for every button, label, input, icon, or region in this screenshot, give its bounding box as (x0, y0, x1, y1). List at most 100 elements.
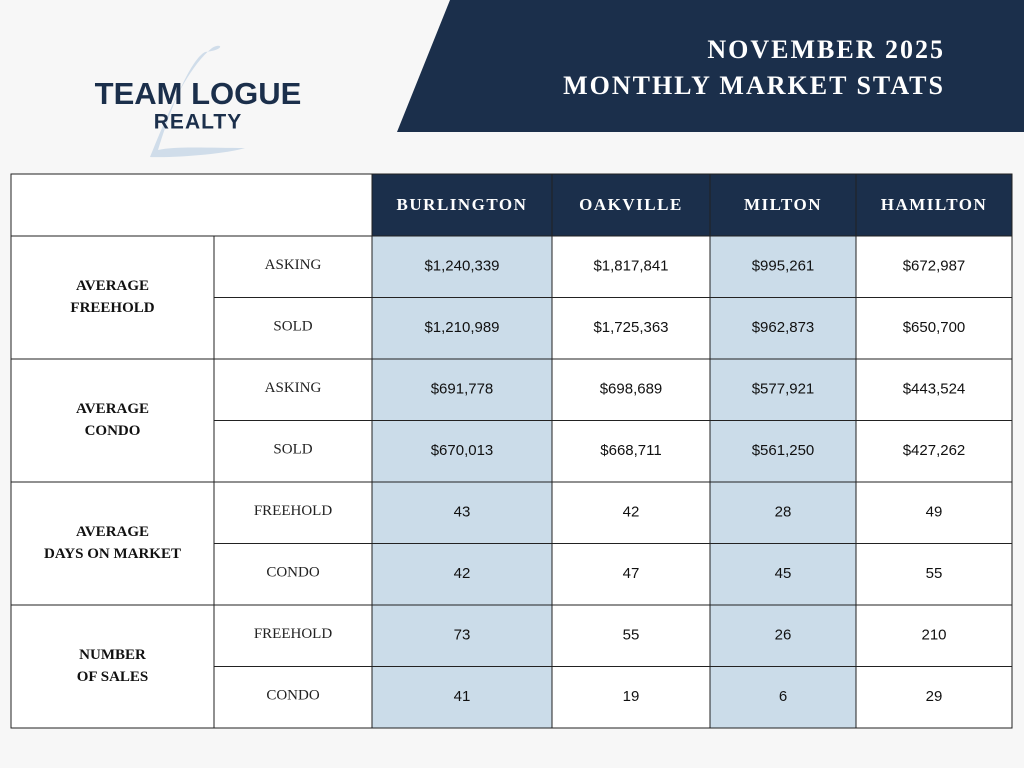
row-label-cell (213, 481, 373, 544)
cell-value: 55 (623, 627, 640, 644)
value-cell (709, 666, 857, 729)
cell-value: 19 (623, 688, 640, 705)
cell-value: $668,711 (600, 442, 661, 459)
cell-value: $698,689 (600, 381, 663, 398)
cell-value: $995,261 (752, 258, 815, 275)
group-label: FREEHOLD (70, 300, 154, 316)
header-cell (371, 173, 553, 237)
logo-name: TEAM LOGUE (95, 76, 302, 111)
value-cell (551, 420, 711, 483)
group-label: NUMBER (79, 647, 146, 663)
value-cell (371, 481, 553, 544)
value-cell (551, 666, 711, 729)
value-cell (855, 604, 1013, 667)
column-header: OAKVILLE (579, 195, 683, 214)
cell-value: $1,725,363 (593, 319, 668, 336)
value-cell (855, 666, 1013, 729)
group-label: AVERAGE (76, 524, 149, 540)
cell-value: $650,700 (903, 319, 966, 336)
value-cell (551, 235, 711, 298)
cell-value: 73 (454, 627, 471, 644)
cell-value: $561,250 (752, 442, 815, 459)
cell-value: 43 (454, 504, 471, 521)
group-label: DAYS ON MARKET (44, 546, 181, 562)
group-cell (10, 358, 215, 483)
value-cell (855, 235, 1013, 298)
cell-value: 45 (775, 565, 792, 582)
value-cell (855, 420, 1013, 483)
column-header: MILTON (744, 195, 822, 214)
cell-value: $672,987 (903, 258, 966, 275)
cell-value: 29 (926, 688, 943, 705)
header-cell (855, 173, 1013, 237)
group-label: OF SALES (77, 669, 149, 685)
cell-value: 55 (926, 565, 943, 582)
value-cell (551, 358, 711, 421)
value-cell (855, 481, 1013, 544)
header-cell (709, 173, 857, 237)
value-cell (371, 358, 553, 421)
cell-value: $1,240,339 (424, 258, 499, 275)
column-header: HAMILTON (881, 195, 987, 214)
row-label: FREEHOLD (254, 503, 333, 519)
logo-sub: REALTY (154, 111, 242, 134)
row-label-cell (213, 543, 373, 606)
group-cell (10, 604, 215, 729)
row-label-cell (213, 358, 373, 421)
row-label-cell (213, 297, 373, 360)
title-line: NOVEMBER 2025 (707, 35, 945, 64)
value-cell (551, 297, 711, 360)
group-label: AVERAGE (76, 401, 149, 417)
row-label-cell (213, 420, 373, 483)
cell-value: 26 (775, 627, 792, 644)
cell-value: 41 (454, 688, 471, 705)
row-label: SOLD (273, 319, 312, 335)
value-cell (709, 297, 857, 360)
value-cell (709, 358, 857, 421)
cell-value: 210 (921, 627, 946, 644)
value-cell (709, 420, 857, 483)
value-cell (371, 543, 553, 606)
cell-value: $1,210,989 (424, 319, 499, 336)
column-header: BURLINGTON (397, 195, 528, 214)
row-label: CONDO (266, 565, 320, 581)
row-label: SOLD (273, 442, 312, 458)
value-cell (855, 297, 1013, 360)
cell-value: 42 (454, 565, 471, 582)
cell-value: 47 (623, 565, 640, 582)
row-label: ASKING (265, 257, 322, 273)
value-cell (371, 604, 553, 667)
cell-value: $962,873 (752, 319, 815, 336)
cell-value: $427,262 (903, 442, 966, 459)
group-label: AVERAGE (76, 278, 149, 294)
value-cell (855, 358, 1013, 421)
cell-value: 42 (623, 504, 640, 521)
group-cell (10, 481, 215, 606)
cell-value: 28 (775, 504, 792, 521)
cell-value: $1,817,841 (593, 258, 668, 275)
title-banner (397, 0, 1024, 132)
header-cell (551, 173, 711, 237)
row-label: FREEHOLD (254, 626, 333, 642)
row-label: ASKING (265, 380, 322, 396)
cell-value: $670,013 (431, 442, 494, 459)
header-blank (10, 173, 373, 237)
cell-value: $577,921 (752, 381, 815, 398)
row-label: CONDO (266, 688, 320, 704)
value-cell (709, 235, 857, 298)
value-cell (709, 604, 857, 667)
cell-value: $691,778 (431, 381, 494, 398)
value-cell (855, 543, 1013, 606)
cell-value: 49 (926, 504, 943, 521)
cell-value: $443,524 (903, 381, 966, 398)
group-label: CONDO (85, 423, 141, 439)
title-line: MONTHLY MARKET STATS (563, 71, 945, 100)
row-label-cell (213, 604, 373, 667)
group-cell (10, 235, 215, 360)
cell-value: 6 (779, 688, 787, 705)
value-cell (371, 420, 553, 483)
value-cell (371, 666, 553, 729)
stats-table: BURLINGTON OAKVILLE MILTON HAMILTON AVERAGE F… (10, 173, 1013, 729)
